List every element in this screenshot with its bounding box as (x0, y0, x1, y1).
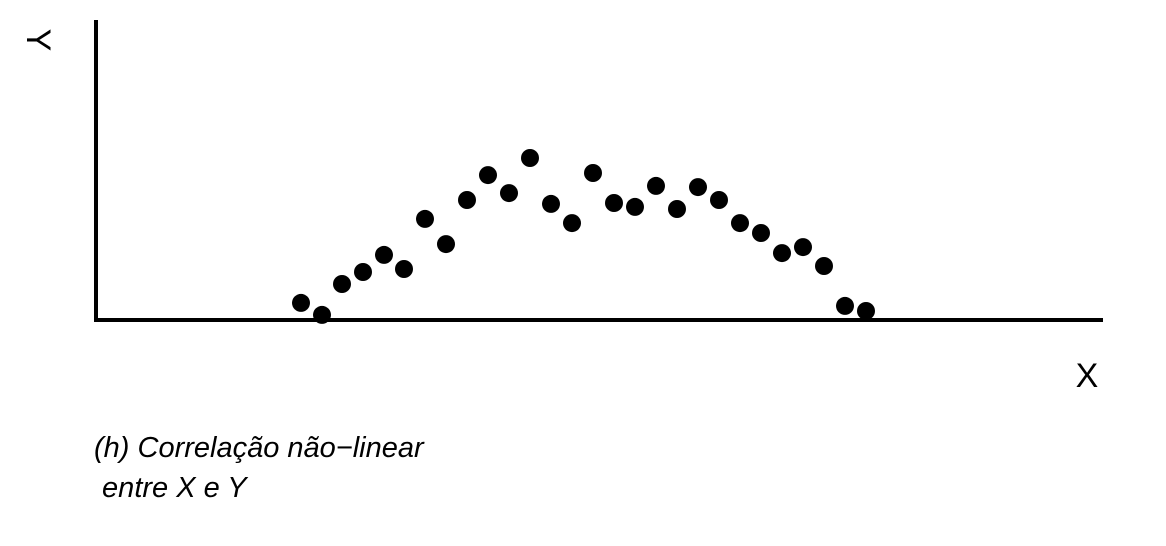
data-point-12 (521, 149, 539, 167)
data-point-8 (437, 235, 455, 254)
data-point-13 (542, 194, 560, 213)
data-points (292, 149, 875, 324)
data-point-20 (689, 178, 707, 197)
data-point-23 (752, 224, 770, 242)
data-point-22 (731, 214, 749, 233)
data-point-6 (395, 260, 413, 278)
data-point-17 (626, 197, 644, 216)
data-point-3 (333, 275, 351, 293)
data-point-11 (500, 184, 518, 203)
data-point-5 (375, 245, 393, 264)
data-point-10 (479, 166, 497, 185)
data-point-7 (416, 209, 434, 228)
figure-caption: (h) Correlação não−linear entre X e Y (94, 428, 424, 508)
data-point-15 (584, 164, 602, 182)
caption-line-2: entre X e Y (94, 472, 247, 504)
y-axis-label: Y (19, 29, 57, 52)
data-point-2 (313, 305, 331, 324)
data-point-25 (794, 238, 812, 257)
x-axis-label: X (1076, 357, 1099, 395)
data-point-1 (292, 293, 310, 312)
caption-line-1: (h) Correlação não−linear (94, 432, 424, 464)
data-point-4 (354, 263, 372, 281)
data-point-18 (647, 176, 665, 195)
data-point-28 (857, 302, 875, 320)
data-point-27 (836, 296, 854, 315)
data-point-21 (710, 191, 728, 209)
data-point-24 (773, 244, 791, 263)
data-point-9 (458, 191, 476, 209)
data-point-19 (668, 200, 686, 218)
data-point-26 (815, 257, 833, 275)
data-point-16 (605, 194, 623, 212)
data-point-14 (563, 214, 581, 233)
